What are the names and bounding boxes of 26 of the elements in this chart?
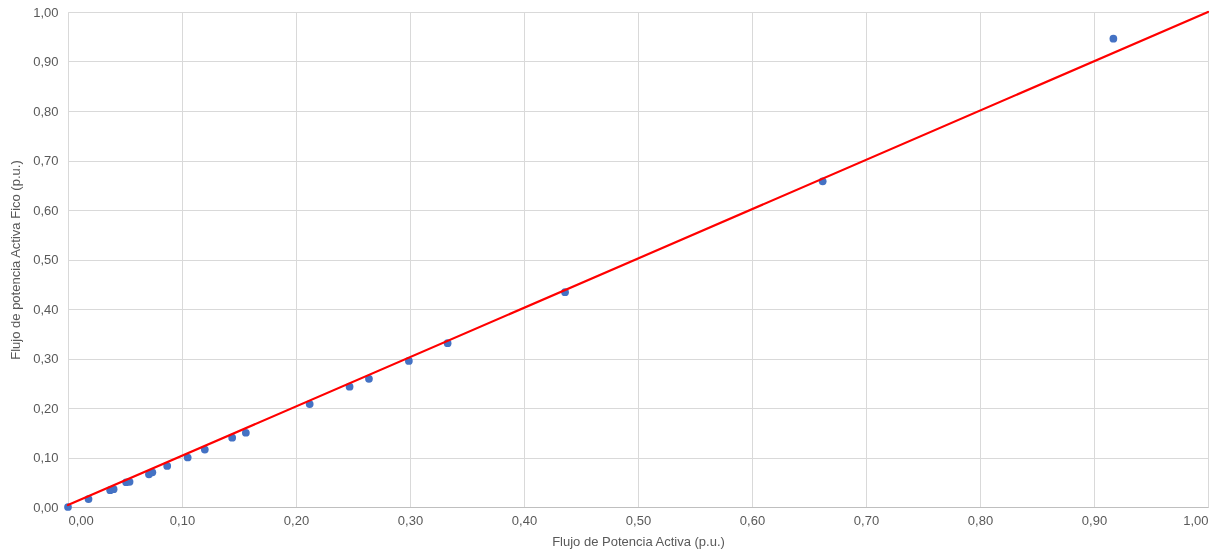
y-tick-label: 0,70	[33, 153, 59, 168]
x-tick-label: 0,70	[853, 512, 880, 528]
point	[241, 428, 250, 437]
x-tick-label: 0,40	[511, 512, 538, 528]
point	[1109, 34, 1118, 43]
x-tick-label: 0,90	[1081, 512, 1108, 528]
x-tick-label: 0,10	[169, 512, 196, 528]
x-axis-title: Flujo de Potencia Activa (p.u.)	[552, 533, 725, 549]
x-tick-label: 0,60	[739, 512, 766, 528]
x-tick-label: 0,50	[625, 512, 652, 528]
y-tick-label: 0,50	[33, 252, 59, 267]
y-tick-label: 0,40	[33, 301, 59, 317]
y-tick-label: 0,10	[33, 450, 59, 465]
x-tick-label: 0,00	[68, 512, 94, 528]
x-tick-label: 0,80	[967, 512, 994, 528]
x-tick-label: 0,30	[397, 512, 424, 528]
x-tick-label: 0,20	[283, 512, 310, 528]
y-tick-label: 0,30	[33, 351, 59, 366]
y-tick-label: 0,60	[33, 202, 59, 218]
y-tick-label: 0,90	[33, 54, 59, 69]
y-tick-label: 0,80	[33, 103, 59, 119]
y-tick-label: 0,20	[33, 400, 59, 416]
x-tick-label: 1,00	[1183, 512, 1209, 528]
y-tick-label: 0,00	[33, 499, 59, 515]
y-axis-title: Flujo de potencia Activa Fico (p.u.)	[8, 160, 24, 360]
y-tick-label: 1,00	[33, 4, 59, 20]
